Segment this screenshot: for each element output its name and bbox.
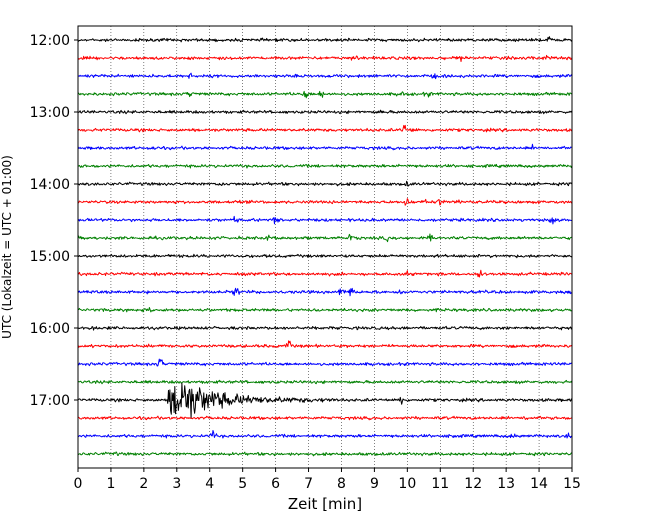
trace-1215 [77,54,573,63]
x-tick-label: 10 [398,476,416,492]
y-tick-label: 15:00 [30,249,70,265]
x-tick-label: 15 [563,476,581,492]
x-tick-label: 7 [304,476,313,492]
x-tick-label: 0 [74,476,83,492]
trace-1345 [77,163,573,169]
x-tick-label: 12 [464,476,482,492]
trace-1300 [77,109,573,115]
x-tick-label: 3 [172,476,181,492]
trace-1615 [77,340,573,349]
x-tick-label: 1 [106,476,115,492]
x-tick-label: 2 [139,476,148,492]
trace-1545 [77,306,573,313]
trace-1600 [77,325,573,331]
y-tick-label: 17:00 [30,393,70,409]
x-tick-label: 9 [370,476,379,492]
trace-1400 [77,180,573,187]
trace-1430 [77,215,573,225]
x-tick-label: 4 [205,476,214,492]
trace-1645 [77,379,573,385]
plot-frame [77,25,573,469]
y-axis-label: UTC (Lokalzeit = UTC + 01:00) [0,155,14,339]
trace-1530 [77,287,573,297]
x-axis-label: Zeit [min] [288,495,362,513]
trace-1230 [77,72,573,80]
y-tick-label: 13:00 [30,105,70,121]
x-tick-label: 6 [271,476,280,492]
trace-1500 [77,253,573,259]
x-tick-label: 8 [337,476,346,492]
x-tick-label: 11 [431,476,449,492]
trace-1445 [77,233,573,243]
trace-1745 [77,451,573,457]
trace-1415 [77,198,573,206]
trace-1700 [77,382,573,419]
seismic-traces [77,36,573,457]
y-tick-label: 16:00 [30,321,70,337]
x-tick-label: 5 [238,476,247,492]
trace-1330 [77,143,573,151]
y-axis-ticks: 12:00 13:00 14:00 15:00 16:00 17:00 [30,33,78,409]
trace-1730 [77,429,573,439]
x-tick-label: 13 [497,476,515,492]
y-tick-label: 12:00 [30,33,70,49]
trace-1630 [77,358,573,367]
trace-1245 [77,90,573,99]
trace-1515 [77,269,573,278]
x-tick-label: 14 [530,476,548,492]
trace-1715 [77,415,573,421]
trace-1315 [77,124,573,133]
y-tick-label: 14:00 [30,177,70,193]
x-axis-ticks: 0 1 2 3 4 5 6 7 8 9 10 11 12 13 14 15 [74,468,581,492]
trace-1200 [77,36,573,43]
